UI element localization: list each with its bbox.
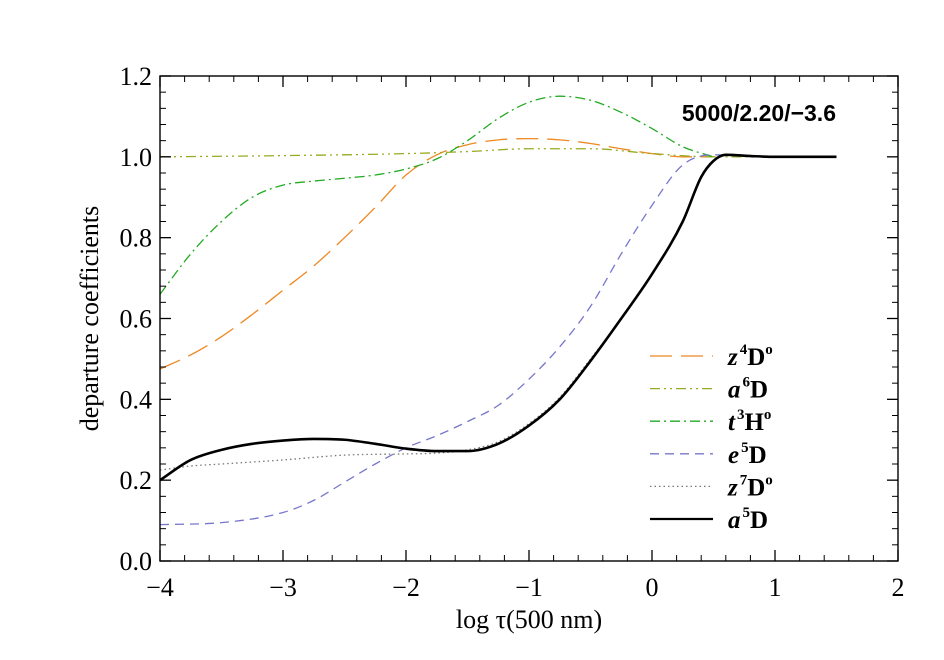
legend-label-z4Do: z 4Do xyxy=(727,342,773,371)
series-line-z4Do xyxy=(159,137,714,370)
x-tick-label: −4 xyxy=(146,573,174,602)
legend-label-a6D: a 6D xyxy=(728,375,768,404)
legend: z 4Do a 6D t 3Ho e 5D z 7Do a 5D xyxy=(650,342,773,534)
x-tick-label: 2 xyxy=(892,573,905,602)
tick-labels: −4 −3 −2 −1 0 1 2 0.0 0.2 0.4 0.6 0.8 1.0 1.2 xyxy=(120,62,905,602)
legend-label-a5D: a 5D xyxy=(728,505,768,534)
series-line-t3Ho xyxy=(159,95,714,295)
axis-ticks xyxy=(159,75,899,562)
plot-lines xyxy=(159,95,837,526)
x-tick-label: 1 xyxy=(769,573,782,602)
legend-label-z7Do: z 7Do xyxy=(727,472,773,501)
series-line-z7Do xyxy=(159,154,776,471)
y-tick-label: 0.0 xyxy=(120,547,153,576)
x-tick-label: −2 xyxy=(392,573,420,602)
x-axis-label: log τ(500 nm) xyxy=(456,605,602,634)
y-axis-label: departure coefficients xyxy=(75,206,104,431)
legend-label-e5D: e 5D xyxy=(728,440,767,469)
y-tick-label: 1.2 xyxy=(120,62,153,91)
y-tick-label: 0.4 xyxy=(120,385,153,414)
series-line-a6D xyxy=(159,148,775,158)
x-tick-label: −3 xyxy=(269,573,297,602)
series-line-e5D xyxy=(159,154,776,526)
y-tick-label: 0.8 xyxy=(120,224,153,253)
x-tick-label: 0 xyxy=(646,573,659,602)
y-tick-label: 0.6 xyxy=(120,305,153,334)
series-line-a5D xyxy=(159,153,837,482)
x-tick-label: −1 xyxy=(515,573,543,602)
y-tick-label: 1.0 xyxy=(120,143,153,172)
y-tick-label: 0.2 xyxy=(120,466,153,495)
chart-title: 5000/2.20/−3.6 xyxy=(682,100,836,126)
legend-label-t3Ho: t 3Ho xyxy=(728,407,771,436)
